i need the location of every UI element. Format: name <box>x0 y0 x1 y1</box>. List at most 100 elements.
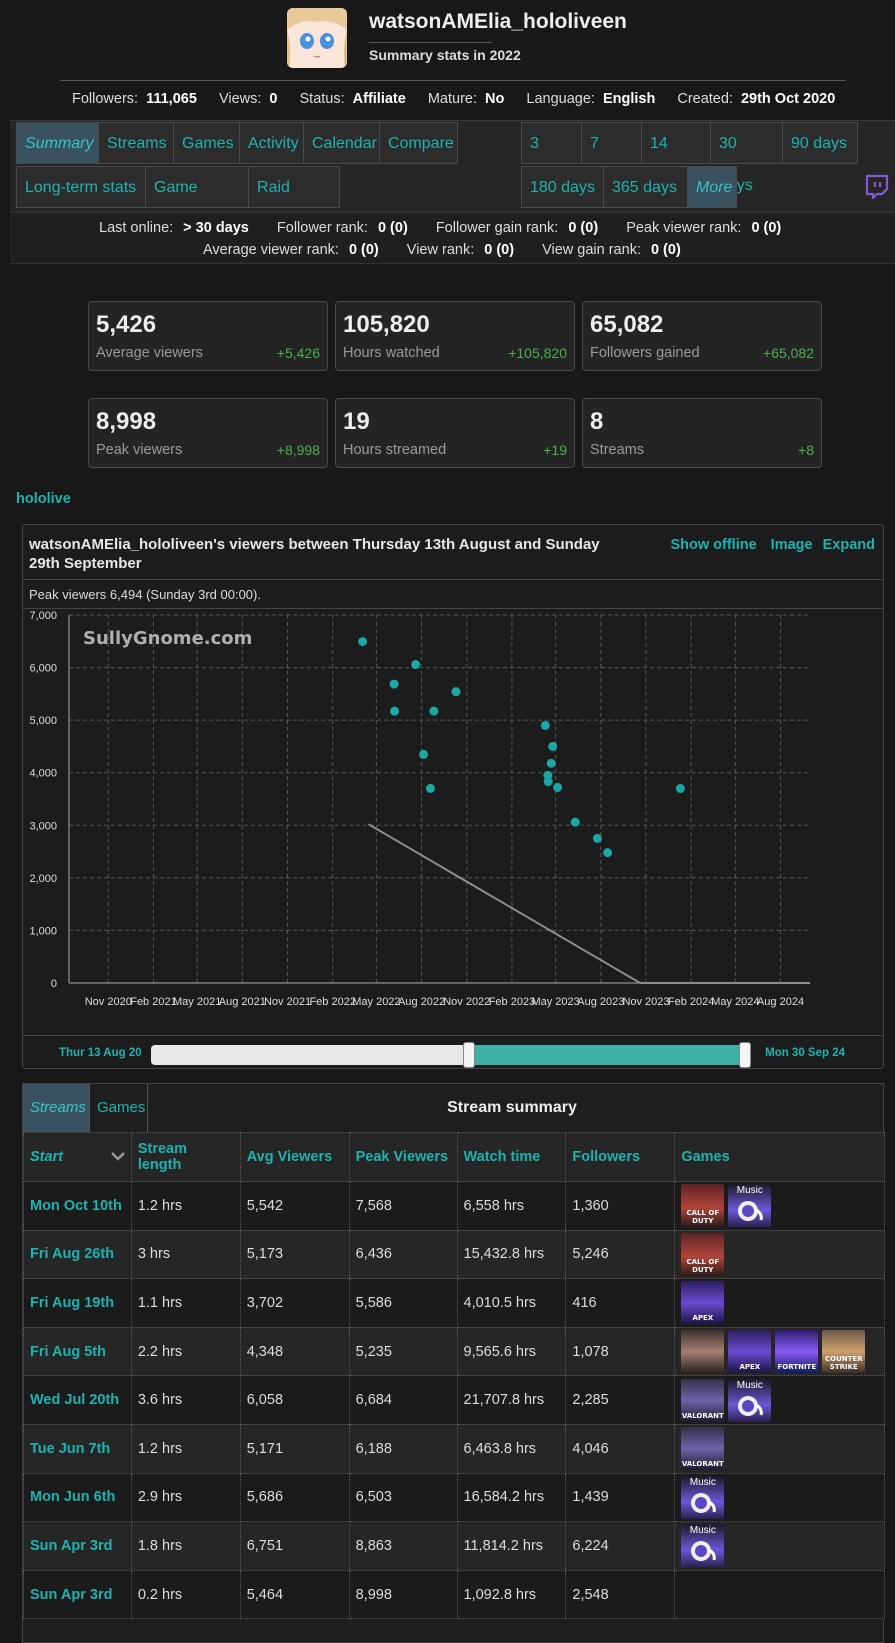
stream-data-point[interactable] <box>429 706 439 716</box>
y-tick-label: 2,000 <box>29 873 57 885</box>
range-30-days[interactable]: 30 days <box>710 122 783 194</box>
stat-delta: +8,998 <box>276 442 320 458</box>
counter-strike-game-icon[interactable]: COUNTER STRIKE <box>822 1330 866 1374</box>
stream-start-link[interactable]: Wed Jul 20th <box>23 1375 132 1425</box>
column-header-avg-viewers[interactable]: Avg Viewers <box>239 1132 350 1182</box>
stream-length: 1.1 hrs <box>130 1278 241 1328</box>
followers-gained: 1,439 <box>565 1472 676 1523</box>
stream-start-link[interactable]: Mon Jun 6th <box>23 1472 132 1523</box>
tab-activity[interactable]: Activity <box>239 122 304 164</box>
range-365-days[interactable]: 365 days <box>603 166 688 208</box>
just-chatting-icon[interactable] <box>681 1330 725 1374</box>
twitch-icon[interactable] <box>863 174 889 200</box>
watch-time: 21,707.8 hrs <box>456 1375 567 1425</box>
music-icon[interactable]: Music <box>681 1524 725 1568</box>
table-row: Wed Jul 20th 3.6 hrs 6,058 6,684 21,707.8 hr… <box>23 1375 885 1425</box>
cod-game-icon[interactable]: CALL OF DUTY <box>681 1184 725 1228</box>
stream-start-link[interactable]: Tue Jun 7th <box>23 1423 132 1474</box>
games-cell: APEX FORTNITE COUNTER STRIKE <box>674 1326 885 1377</box>
viewers-scatter-chart: 0 1,000 2,000 3,000 4,000 5,000 6,000 7,000 Nov… <box>29 610 810 1008</box>
tab-games-table[interactable]: Games <box>90 1084 148 1132</box>
stream-start-link[interactable]: Fri Aug 26th <box>23 1229 132 1280</box>
range-14-days[interactable]: 14 days <box>641 122 711 194</box>
slider-track[interactable] <box>151 1042 751 1068</box>
followers-label: Followers: <box>72 91 139 107</box>
music-icon[interactable]: Music <box>681 1475 725 1519</box>
stream-data-point[interactable] <box>540 720 550 730</box>
range-90-days[interactable]: 90 days <box>782 122 858 164</box>
tab-streams[interactable]: Streams <box>98 122 174 164</box>
stream-data-point[interactable] <box>570 817 580 827</box>
sort-chevron-icon[interactable] <box>110 1149 125 1165</box>
viewers-chart-panel: watsonAMElia_hololiveen's viewers betwee… <box>22 524 884 1069</box>
tab-calendar[interactable]: Calendar <box>303 122 380 164</box>
stat-card-peak-viewers: 8,998 Peak viewers +8,998 <box>88 398 328 468</box>
stream-data-point[interactable] <box>411 660 421 670</box>
music-icon[interactable]: Music <box>728 1378 772 1422</box>
tab-summary[interactable]: Summary <box>16 122 105 164</box>
column-header-start[interactable]: Start <box>23 1132 132 1182</box>
watch-time: 9,565.6 hrs <box>456 1326 567 1377</box>
stream-data-point[interactable] <box>592 833 602 843</box>
x-tick-label: May 2024 <box>711 996 759 1008</box>
y-tick-label: 5,000 <box>29 715 57 727</box>
stream-data-point[interactable] <box>548 741 558 751</box>
range-7-days[interactable]: 7 days <box>581 122 642 194</box>
expand-link[interactable]: Expand <box>822 537 875 553</box>
stream-data-point[interactable] <box>546 758 556 768</box>
games-cell: APEX <box>674 1278 885 1328</box>
stream-start-link[interactable]: Sun Apr 3rd <box>23 1569 132 1620</box>
stream-data-point[interactable] <box>675 783 685 793</box>
column-header-watch-time[interactable]: Watch time <box>456 1132 567 1182</box>
nav-bar: Summary Streams Games Activity Calendar … <box>10 120 895 238</box>
avg-viewers: 5,464 <box>239 1569 350 1620</box>
x-tick-label: Nov 2022 <box>443 996 490 1008</box>
table-row: Tue Jun 7th 1.2 hrs 5,171 6,188 6,463.8 hrs 4… <box>23 1423 885 1474</box>
table-row: Fri Aug 5th 2.2 hrs 4,348 5,235 9,565.6 hrs 1… <box>23 1326 885 1377</box>
show-offline-link[interactable]: Show offline <box>670 537 757 553</box>
stream-data-point[interactable] <box>390 706 400 716</box>
created-label: Created: <box>677 91 733 107</box>
stream-data-point[interactable] <box>389 679 399 689</box>
stream-start-link[interactable]: Fri Aug 19th <box>23 1278 132 1328</box>
slider-left-handle[interactable] <box>463 1042 475 1068</box>
cod-game-icon[interactable]: CALL OF DUTY <box>681 1232 725 1276</box>
range-3-days[interactable]: 3 days <box>521 122 582 194</box>
tab-compare[interactable]: Compare <box>379 122 458 164</box>
music-icon[interactable]: Music <box>728 1184 772 1228</box>
stream-data-point[interactable] <box>603 848 613 858</box>
stream-data-point[interactable] <box>451 687 461 697</box>
valorant-game-icon[interactable]: VALORANT <box>681 1378 725 1422</box>
stream-start-link[interactable]: Sun Apr 3rd <box>23 1521 132 1571</box>
y-tick-label: 6,000 <box>29 663 57 675</box>
apex-game-icon[interactable]: APEX <box>681 1281 725 1325</box>
column-header-stream-length[interactable]: Stream length <box>130 1132 241 1182</box>
image-link[interactable]: Image <box>770 537 813 553</box>
range-more[interactable]: More <box>687 166 737 208</box>
apex-game-icon[interactable]: APEX <box>728 1330 772 1374</box>
range-180-days[interactable]: 180 days <box>521 166 604 208</box>
tab-game-picker[interactable]: Game Picker <box>145 166 249 238</box>
fortnite-game-icon[interactable]: FORTNITE <box>775 1330 819 1374</box>
valorant-game-icon[interactable]: VALORANT <box>681 1427 725 1471</box>
games-cell: CALL OF DUTY <box>674 1229 885 1280</box>
stream-start-link[interactable]: Mon Oct 10th <box>23 1181 132 1231</box>
column-header-peak-viewers[interactable]: Peak Viewers <box>348 1132 458 1182</box>
game-icon-label: Music <box>736 1185 763 1197</box>
games-cell: Music <box>674 1521 885 1571</box>
stream-data-point[interactable] <box>419 749 429 759</box>
column-header-followers[interactable]: Followers <box>565 1132 676 1182</box>
stream-data-point[interactable] <box>425 783 435 793</box>
stat-delta: +19 <box>543 442 567 458</box>
tab-long-term-stats[interactable]: Long-term stats <box>16 166 146 208</box>
game-icon-label: CALL OF DUTY <box>686 1257 720 1274</box>
stream-data-point[interactable] <box>543 777 553 787</box>
stream-start-link[interactable]: Fri Aug 5th <box>23 1326 132 1377</box>
tab-games[interactable]: Games <box>173 122 240 164</box>
organization-link[interactable]: hololive <box>16 491 71 507</box>
stream-data-point[interactable] <box>553 782 563 792</box>
slider-right-handle[interactable] <box>739 1042 751 1068</box>
stream-data-point[interactable] <box>358 637 368 647</box>
tab-raid-finder[interactable]: Raid Finder <box>248 166 340 238</box>
tab-streams-table[interactable]: Streams <box>23 1084 90 1132</box>
